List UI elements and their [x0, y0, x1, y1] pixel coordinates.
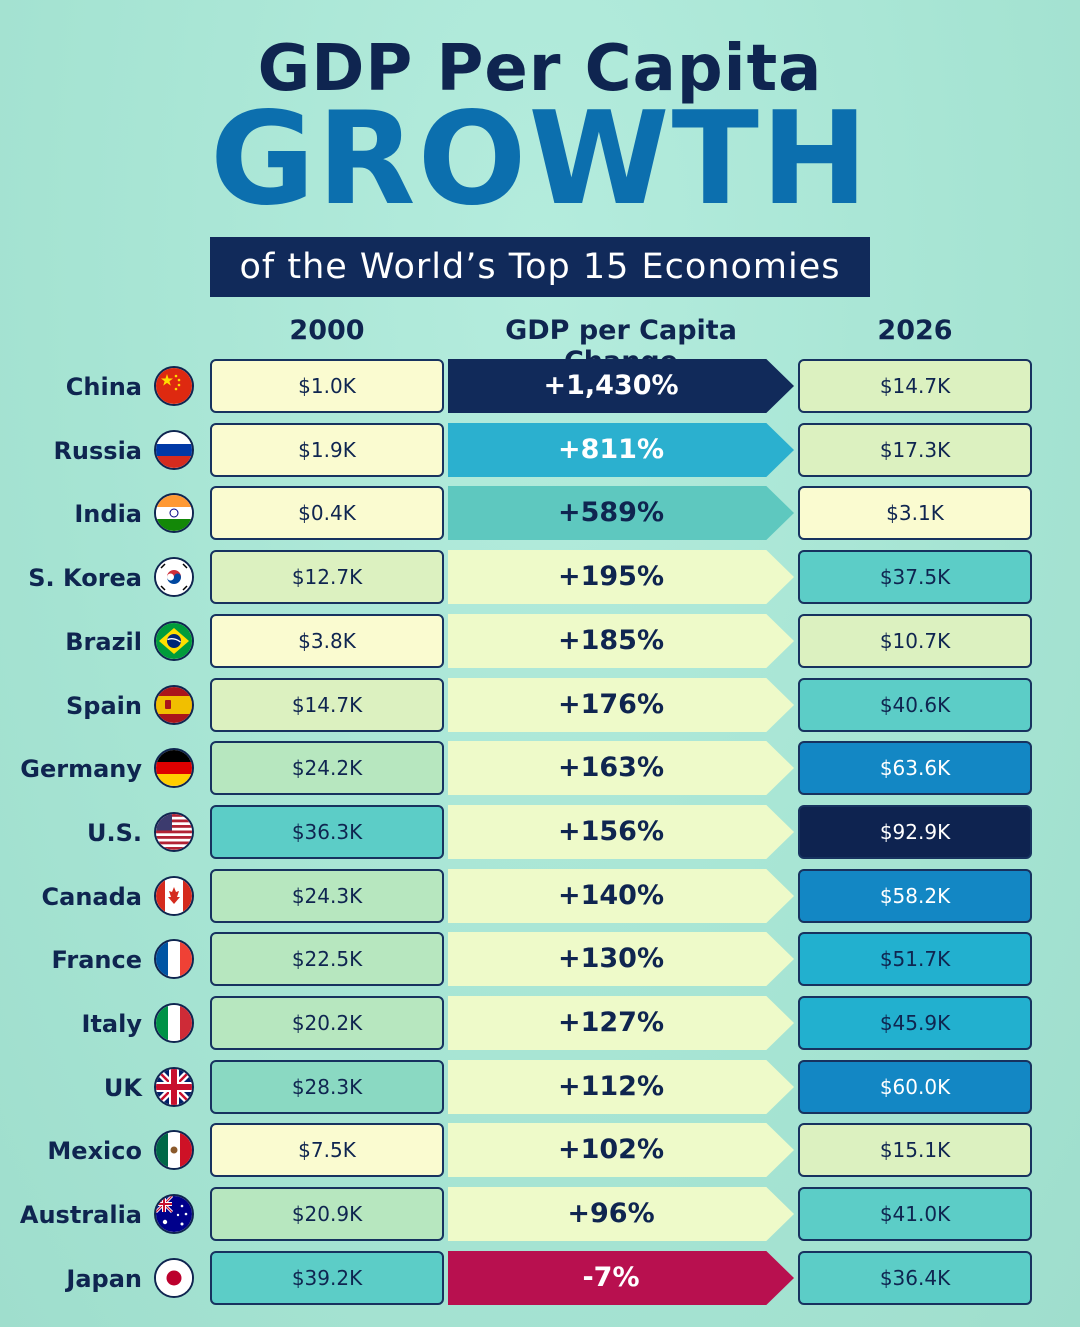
column-header-2000: 2000 [289, 315, 365, 346]
country-label: Mexico [47, 1137, 142, 1165]
gdp-2026-cell: $92.9K [798, 805, 1032, 859]
gdp-2026-cell: $58.2K [798, 869, 1032, 923]
gdp-2026-cell: $41.0K [798, 1187, 1032, 1241]
gdp-2026-cell: $36.4K [798, 1251, 1032, 1305]
title-line1: GDP Per Capita [257, 32, 823, 106]
country-label: Germany [20, 755, 142, 783]
gdp-2000-cell: $1.0K [210, 359, 444, 413]
gdp-2000-cell: $3.8K [210, 614, 444, 668]
gdp-2026-cell: $37.5K [798, 550, 1032, 604]
gdp-2026-cell: $3.1K [798, 486, 1032, 540]
gdp-2000-cell: $12.7K [210, 550, 444, 604]
change-arrow: +140% [448, 869, 794, 923]
subtitle-banner: of the World’s Top 15 Economies [210, 237, 870, 297]
japan-flag-icon [154, 1258, 194, 1298]
australia-flag-icon [154, 1194, 194, 1234]
country-label: Italy [81, 1010, 142, 1038]
gdp-2000-cell: $20.9K [210, 1187, 444, 1241]
change-arrow: +195% [448, 550, 794, 604]
change-arrow: +185% [448, 614, 794, 668]
country-label: Russia [53, 437, 142, 465]
change-arrow: +589% [448, 486, 794, 540]
change-arrow: +96% [448, 1187, 794, 1241]
gdp-2026-cell: $40.6K [798, 678, 1032, 732]
brazil-flag-icon [154, 621, 194, 661]
change-arrow: +127% [448, 996, 794, 1050]
country-label: France [51, 946, 142, 974]
china-flag-icon [154, 366, 194, 406]
russia-flag-icon [154, 430, 194, 470]
south-korea-flag-icon [154, 557, 194, 597]
gdp-2000-cell: $39.2K [210, 1251, 444, 1305]
gdp-2000-cell: $22.5K [210, 932, 444, 986]
spain-flag-icon [154, 685, 194, 725]
country-label: Australia [19, 1201, 142, 1229]
gdp-2000-cell: $28.3K [210, 1060, 444, 1114]
france-flag-icon [154, 939, 194, 979]
change-arrow: -7% [448, 1251, 794, 1305]
italy-flag-icon [154, 1003, 194, 1043]
change-arrow: +163% [448, 741, 794, 795]
country-label: Japan [66, 1265, 142, 1293]
change-arrow: +1,430% [448, 359, 794, 413]
change-arrow: +811% [448, 423, 794, 477]
country-label: Canada [41, 883, 142, 911]
mexico-flag-icon [154, 1130, 194, 1170]
gdp-2026-cell: $14.7K [798, 359, 1032, 413]
usa-flag-icon [154, 812, 194, 852]
country-label: Spain [66, 692, 142, 720]
gdp-2026-cell: $17.3K [798, 423, 1032, 477]
uk-flag-icon [154, 1067, 194, 1107]
gdp-2026-cell: $63.6K [798, 741, 1032, 795]
gdp-2026-cell: $60.0K [798, 1060, 1032, 1114]
change-arrow: +102% [448, 1123, 794, 1177]
change-arrow: +112% [448, 1060, 794, 1114]
change-arrow: +176% [448, 678, 794, 732]
change-arrow: +130% [448, 932, 794, 986]
gdp-2026-cell: $15.1K [798, 1123, 1032, 1177]
gdp-2000-cell: $36.3K [210, 805, 444, 859]
change-arrow: +156% [448, 805, 794, 859]
country-label: China [65, 373, 142, 401]
gdp-2000-cell: $24.2K [210, 741, 444, 795]
country-label: India [74, 500, 142, 528]
column-header-2026: 2026 [877, 315, 953, 346]
gdp-2026-cell: $45.9K [798, 996, 1032, 1050]
canada-flag-icon [154, 876, 194, 916]
gdp-2000-cell: $24.3K [210, 869, 444, 923]
gdp-2000-cell: $1.9K [210, 423, 444, 477]
title-line2: GROWTH [209, 85, 871, 234]
country-label: UK [103, 1074, 142, 1102]
country-label: S. Korea [28, 564, 142, 592]
gdp-2026-cell: $10.7K [798, 614, 1032, 668]
gdp-2000-cell: $20.2K [210, 996, 444, 1050]
gdp-2026-cell: $51.7K [798, 932, 1032, 986]
gdp-2000-cell: $7.5K [210, 1123, 444, 1177]
gdp-2000-cell: $14.7K [210, 678, 444, 732]
germany-flag-icon [154, 748, 194, 788]
india-flag-icon [154, 493, 194, 533]
country-label: U.S. [86, 819, 142, 847]
gdp-2000-cell: $0.4K [210, 486, 444, 540]
country-label: Brazil [65, 628, 142, 656]
